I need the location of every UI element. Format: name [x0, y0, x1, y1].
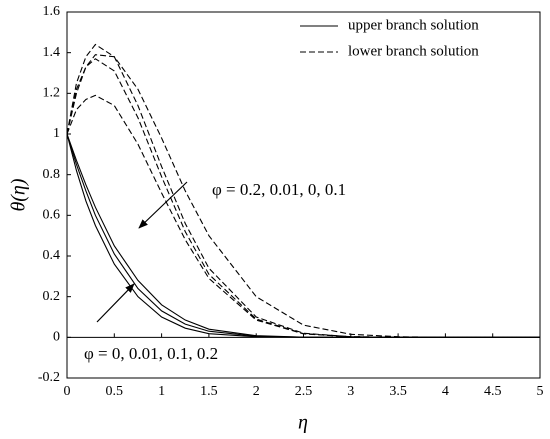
annotation: φ = 0, 0.01, 0.1, 0.2	[84, 344, 218, 363]
arrow	[138, 181, 188, 229]
curve	[66, 133, 540, 338]
legend-label: upper branch solution	[348, 17, 479, 33]
x-tick-label: 1	[158, 384, 165, 399]
x-tick-label: 0.5	[106, 384, 124, 399]
x-tick-label: 2	[253, 384, 260, 399]
curve	[66, 133, 540, 338]
y-tick-label: 0.2	[43, 289, 61, 304]
y-tick-label: 0.6	[43, 208, 61, 223]
x-axis-label: η	[298, 412, 308, 434]
curve	[66, 133, 540, 338]
x-tick-label: 4	[442, 384, 449, 399]
y-tick-label: 0.4	[43, 248, 61, 263]
y-tick-label: 0	[53, 330, 60, 345]
x-tick-label: 5	[537, 384, 544, 399]
x-tick-label: 3.5	[389, 384, 407, 399]
x-tick-label: 2.5	[295, 384, 313, 399]
y-tick-label: 1	[53, 126, 60, 141]
curve	[66, 54, 540, 338]
y-tick-label: 1.4	[43, 45, 61, 60]
y-tick-label: -0.2	[38, 370, 60, 385]
legend-label: lower branch solution	[348, 43, 479, 59]
curve	[66, 94, 540, 338]
annotation: φ = 0.2, 0.01, 0, 0.1	[212, 180, 346, 199]
y-axis-label: θ(η)	[8, 178, 30, 211]
y-tick-label: 1.2	[43, 86, 61, 101]
x-tick-label: 0	[64, 384, 71, 399]
x-tick-label: 3	[347, 384, 354, 399]
x-tick-label: 1.5	[200, 384, 218, 399]
y-tick-label: 0.8	[43, 167, 61, 182]
curve	[66, 43, 540, 338]
x-tick-label: 4.5	[484, 384, 502, 399]
plot-frame	[66, 11, 541, 379]
y-tick-label: 1.6	[43, 4, 61, 19]
arrow	[96, 283, 135, 323]
